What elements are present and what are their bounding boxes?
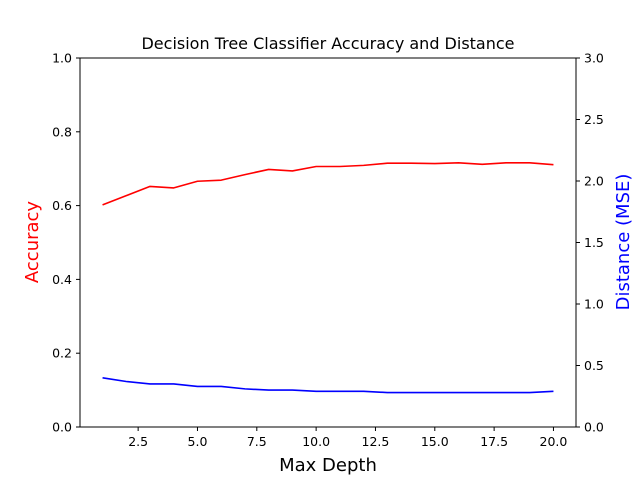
- series-line-0: [102, 162, 554, 206]
- axis-ticks: 2.5 5.0 7.5 10.0 12.5 15.0 17.5 20.0 0.0 0.2 0.4 0.…: [52, 51, 604, 450]
- y-left-tick-label: 0.6: [52, 198, 72, 213]
- y-right-tick-label: 1.0: [584, 297, 604, 312]
- plot-lines: [102, 162, 554, 394]
- plot-frame: [79, 57, 577, 428]
- x-tick-label: 7.5: [247, 434, 267, 449]
- y-left-tick-label: 0.4: [52, 272, 72, 287]
- x-tick-label: 15.0: [421, 434, 449, 449]
- y-right-tick-label: 2.0: [584, 174, 604, 189]
- chart-title: Decision Tree Classifier Accuracy and Di…: [141, 34, 514, 53]
- y-left-tick-label: 0.0: [52, 420, 72, 435]
- x-axis-label: Max Depth: [279, 455, 377, 476]
- y-right-tick-label: 3.0: [584, 51, 604, 66]
- y-left-tick-label: 1.0: [52, 51, 72, 66]
- y-left-tick-label: 0.8: [52, 124, 72, 139]
- y-right-tick-label: 0.0: [584, 420, 604, 435]
- y-axis-right-label: Distance (MSE): [613, 174, 634, 311]
- y-right-tick-label: 1.5: [584, 235, 604, 250]
- y-right-tick-label: 0.5: [584, 358, 604, 373]
- x-tick-label: 20.0: [540, 434, 568, 449]
- y-left-tick-label: 0.2: [52, 346, 72, 361]
- y-right-tick-label: 2.5: [584, 112, 604, 127]
- series-line-1: [102, 377, 554, 394]
- x-tick-label: 2.5: [128, 434, 148, 449]
- x-tick-label: 5.0: [188, 434, 208, 449]
- x-tick-label: 17.5: [480, 434, 508, 449]
- x-tick-label: 10.0: [302, 434, 330, 449]
- x-tick-label: 12.5: [362, 434, 390, 449]
- y-axis-left-label: Accuracy: [22, 201, 43, 284]
